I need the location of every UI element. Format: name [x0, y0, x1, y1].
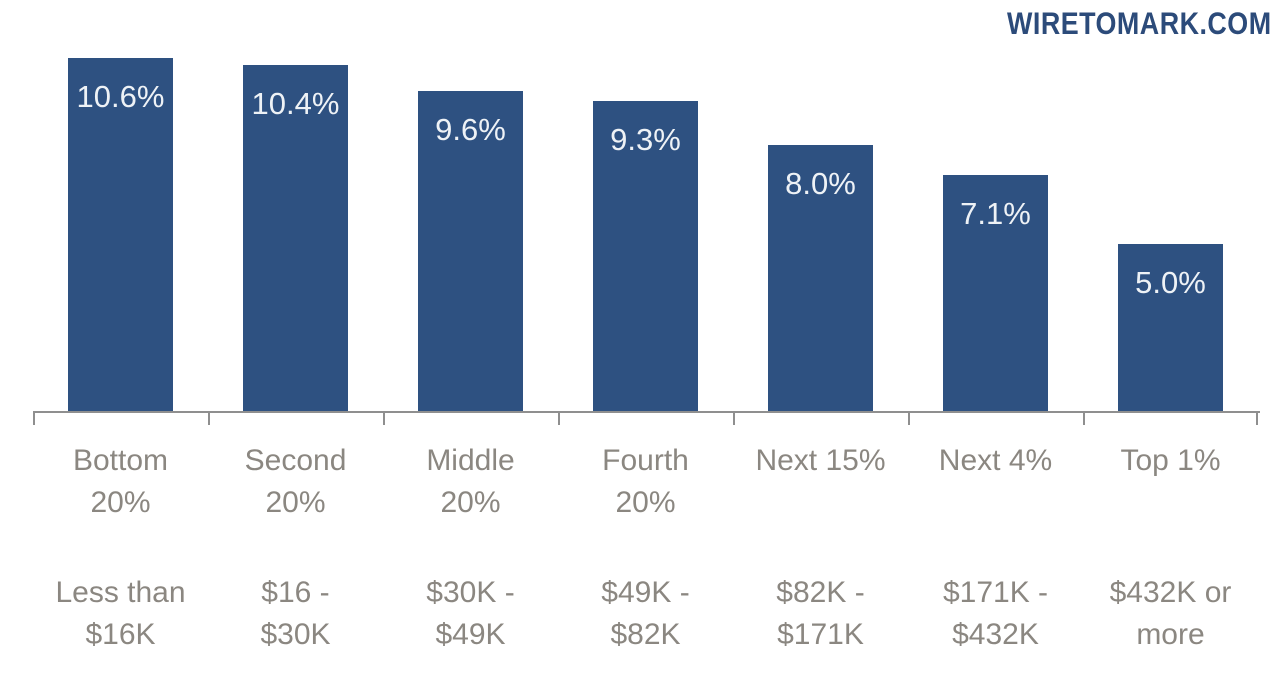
category-label-line: 20% [90, 486, 151, 519]
income-range-label-3: $30K - $49K [383, 572, 558, 656]
income-range-label-7: $432K or more [1083, 572, 1258, 656]
bar-column-4: 9.3% [558, 55, 733, 411]
category-label-5: Next 15% [733, 440, 908, 524]
income-range-label-line: $16 - [261, 576, 330, 609]
x-axis-tick [33, 411, 35, 425]
income-range-label-5: $82K - $171K [733, 572, 908, 656]
bar-value-label: 10.4% [251, 86, 340, 121]
category-labels-row: Bottom 20% Second 20% Middle 20% Fourth 20% Next… [33, 440, 1258, 524]
bar-5: 8.0% [768, 145, 873, 411]
category-label-7: Top 1% [1083, 440, 1258, 524]
income-range-label-4: $49K - $82K [558, 572, 733, 656]
bar-2: 10.4% [243, 65, 348, 411]
income-range-labels-row: Less than $16K $16 - $30K $30K - $49K $49K - $8… [33, 572, 1258, 656]
bar-column-5: 8.0% [733, 55, 908, 411]
category-label-line: 20% [440, 486, 501, 519]
category-label-line: Fourth [602, 444, 689, 477]
x-axis-line [33, 411, 1260, 413]
income-range-label-line: $82K - [776, 576, 865, 609]
x-axis-tick [558, 411, 560, 425]
income-range-label-line: $432K [952, 618, 1039, 651]
bar-value-label: 8.0% [785, 166, 856, 201]
bar-value-label: 9.6% [435, 112, 506, 147]
income-range-label-line: $171K - [942, 576, 1049, 609]
bar-column-1: 10.6% [33, 55, 208, 411]
bar-column-2: 10.4% [208, 55, 383, 411]
bar-value-label: 10.6% [76, 79, 165, 114]
income-range-label-line: $432K or [1109, 576, 1232, 609]
category-label-4: Fourth 20% [558, 440, 733, 524]
category-label-line: Middle [426, 444, 515, 477]
income-range-label-line: $171K [777, 618, 864, 651]
bar-value-label: 9.3% [610, 122, 681, 157]
income-range-label-line: $49K - [601, 576, 690, 609]
bar-3: 9.6% [418, 91, 523, 411]
category-label-line: Second [244, 444, 347, 477]
category-label-line: 20% [615, 486, 676, 519]
bar-value-label: 7.1% [960, 196, 1031, 231]
bar-column-3: 9.6% [383, 55, 558, 411]
income-range-label-line: more [1136, 618, 1205, 651]
income-range-label-line: Less than [55, 576, 186, 609]
income-range-label-1: Less than $16K [33, 572, 208, 656]
category-label-line: Next 4% [938, 444, 1053, 477]
income-range-label-2: $16 - $30K [208, 572, 383, 656]
category-label-1: Bottom 20% [33, 440, 208, 524]
category-label-line: Top 1% [1120, 444, 1221, 477]
bar-6: 7.1% [943, 175, 1048, 411]
income-range-label-line: $49K [435, 618, 506, 651]
bar-value-label: 5.0% [1135, 265, 1206, 300]
x-axis-ticks [33, 411, 1258, 425]
bar-7: 5.0% [1118, 244, 1223, 411]
x-axis-tick [208, 411, 210, 425]
category-label-line: 20% [265, 486, 326, 519]
bar-1: 10.6% [68, 58, 173, 411]
income-range-label-line: $16K [85, 618, 156, 651]
bar-chart-plot-area: 10.6% 10.4% 9.6% 9.3% 8.0% 7.1% 5.0% [33, 55, 1258, 411]
category-label-line: Bottom [72, 444, 169, 477]
bar-column-6: 7.1% [908, 55, 1083, 411]
category-label-line: Next 15% [755, 444, 886, 477]
x-axis-tick [1083, 411, 1085, 425]
x-axis-tick [733, 411, 735, 425]
bar-column-7: 5.0% [1083, 55, 1258, 411]
income-range-label-line: $82K [610, 618, 681, 651]
x-axis-tick [1256, 411, 1258, 425]
category-label-2: Second 20% [208, 440, 383, 524]
category-label-3: Middle 20% [383, 440, 558, 524]
x-axis-tick [383, 411, 385, 425]
x-axis-tick [908, 411, 910, 425]
bar-4: 9.3% [593, 101, 698, 411]
income-range-label-line: $30K - [426, 576, 515, 609]
income-range-label-line: $30K [260, 618, 331, 651]
watermark-text: WIRETOMARK.COM [1007, 6, 1272, 41]
category-label-6: Next 4% [908, 440, 1083, 524]
income-range-label-6: $171K - $432K [908, 572, 1083, 656]
